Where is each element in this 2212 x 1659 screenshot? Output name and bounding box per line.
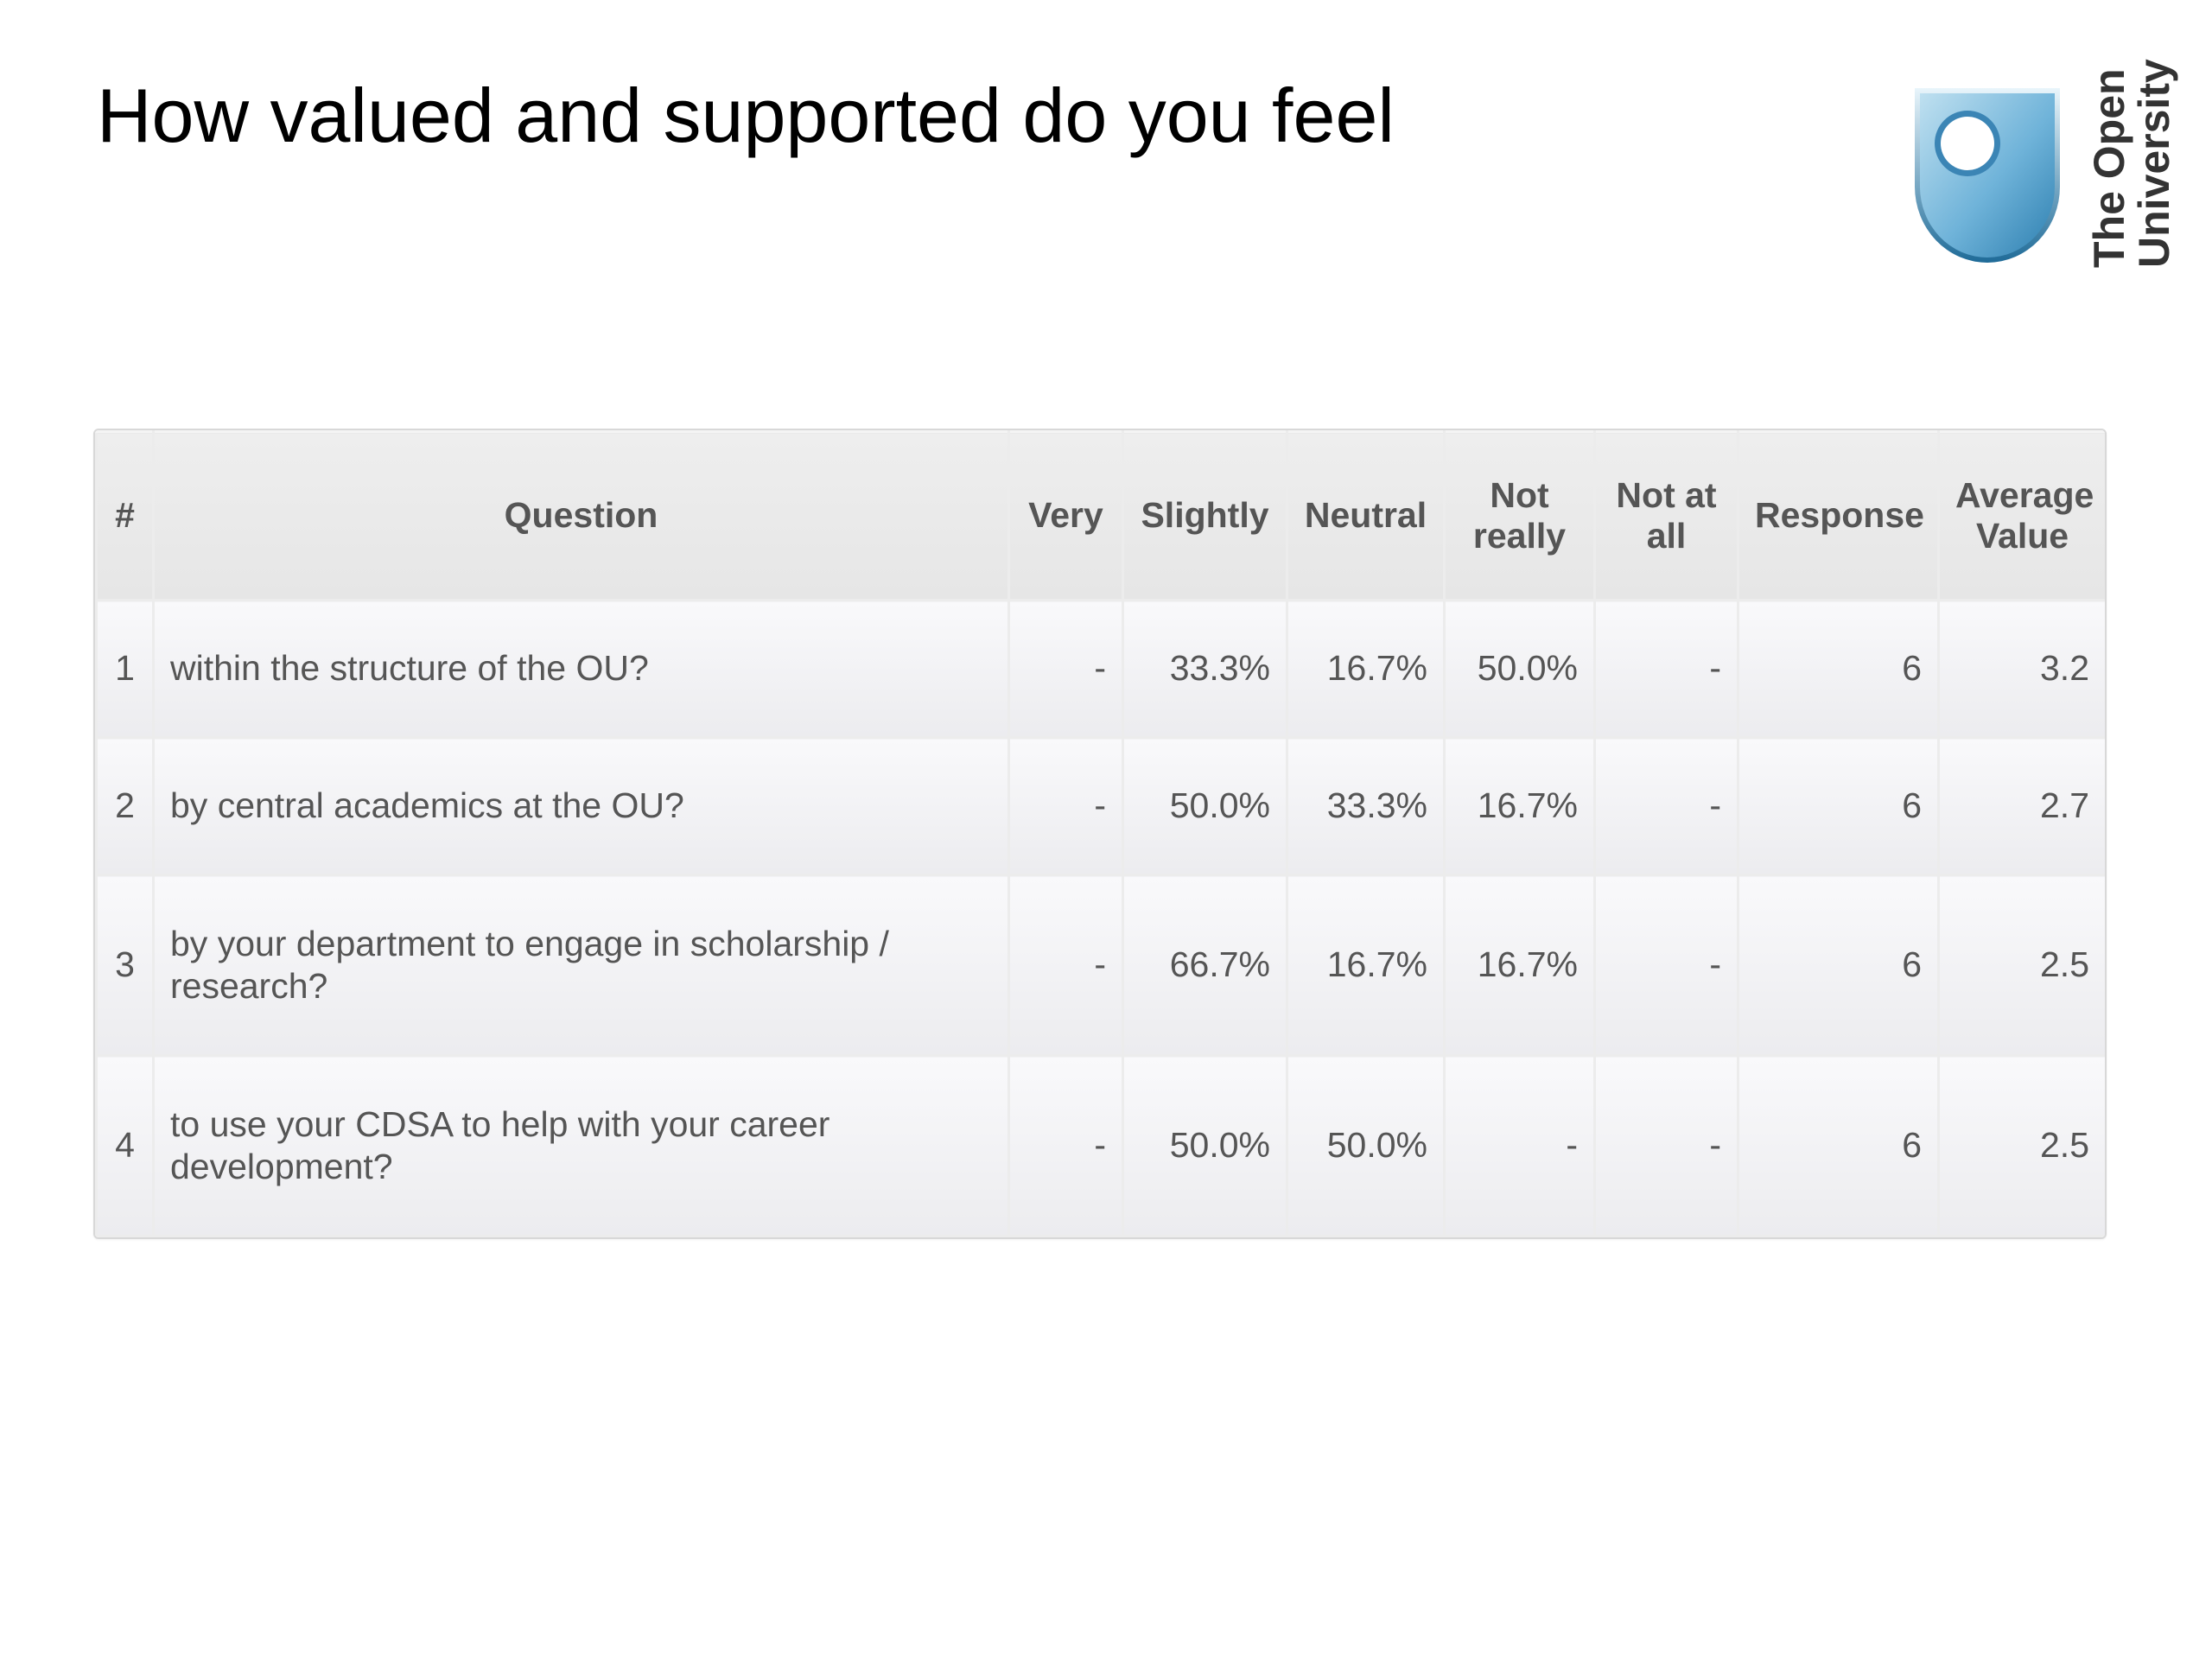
cell-slightly: 33.3% (1122, 599, 1288, 739)
open-university-logo: The Open University (1910, 59, 2178, 273)
header-number[interactable]: # (95, 430, 155, 601)
cell-average: 2.5 (1937, 1054, 2105, 1237)
header-row: # Question Very Slightly Neutral Not rea… (95, 430, 2105, 601)
logo-wordmark: The Open University (2082, 59, 2178, 273)
header-average-value[interactable]: Average Value (1937, 430, 2105, 601)
cell-average: 2.5 (1937, 874, 2105, 1057)
shield-icon (1915, 88, 2060, 263)
cell-average: 3.2 (1937, 599, 2105, 739)
table-row: 2 by central academics at the OU? - 50.0… (95, 736, 2105, 876)
cell-neutral: 16.7% (1286, 874, 1446, 1057)
header-not-really[interactable]: Not really (1443, 430, 1596, 601)
cell-not-at-all: - (1593, 599, 1739, 739)
cell-not-really: 16.7% (1443, 736, 1596, 876)
cell-not-really: - (1443, 1054, 1596, 1237)
logo-line-2: University (2130, 59, 2178, 268)
cell-slightly: 66.7% (1122, 874, 1288, 1057)
cell-slightly: 50.0% (1122, 736, 1288, 876)
cell-response: 6 (1737, 736, 1940, 876)
row-question: within the structure of the OU? (152, 599, 1010, 739)
header-neutral[interactable]: Neutral (1286, 430, 1446, 601)
header-slightly[interactable]: Slightly (1122, 430, 1288, 601)
cell-very: - (1007, 599, 1124, 739)
cell-neutral: 16.7% (1286, 599, 1446, 739)
cell-not-at-all: - (1593, 1054, 1739, 1237)
cell-not-at-all: - (1593, 874, 1739, 1057)
cell-not-at-all: - (1593, 736, 1739, 876)
cell-average: 2.7 (1937, 736, 2105, 876)
slide-title: How valued and supported do you feel (97, 73, 1395, 158)
row-question: by central academics at the OU? (152, 736, 1010, 876)
row-number: 1 (95, 599, 155, 739)
results-table: # Question Very Slightly Neutral Not rea… (95, 430, 2105, 1237)
header-response[interactable]: Response (1737, 430, 1940, 601)
row-number: 3 (95, 874, 155, 1057)
row-number: 4 (95, 1054, 155, 1237)
cell-not-really: 16.7% (1443, 874, 1596, 1057)
row-question: to use your CDSA to help with your caree… (152, 1054, 1010, 1237)
cell-slightly: 50.0% (1122, 1054, 1288, 1237)
cell-neutral: 50.0% (1286, 1054, 1446, 1237)
cell-response: 6 (1737, 1054, 1940, 1237)
cell-neutral: 33.3% (1286, 736, 1446, 876)
header-not-at-all[interactable]: Not at all (1593, 430, 1739, 601)
cell-response: 6 (1737, 874, 1940, 1057)
cell-response: 6 (1737, 599, 1940, 739)
table-row: 3 by your department to engage in schola… (95, 874, 2105, 1057)
table-row: 1 within the structure of the OU? - 33.3… (95, 599, 2105, 739)
table-row: 4 to use your CDSA to help with your car… (95, 1054, 2105, 1237)
results-table-container: # Question Very Slightly Neutral Not rea… (93, 429, 2107, 1239)
header-question[interactable]: Question (152, 430, 1010, 601)
cell-very: - (1007, 1054, 1124, 1237)
row-question: by your department to engage in scholars… (152, 874, 1010, 1057)
cell-very: - (1007, 874, 1124, 1057)
cell-not-really: 50.0% (1443, 599, 1596, 739)
cell-very: - (1007, 736, 1124, 876)
row-number: 2 (95, 736, 155, 876)
header-very[interactable]: Very (1007, 430, 1124, 601)
